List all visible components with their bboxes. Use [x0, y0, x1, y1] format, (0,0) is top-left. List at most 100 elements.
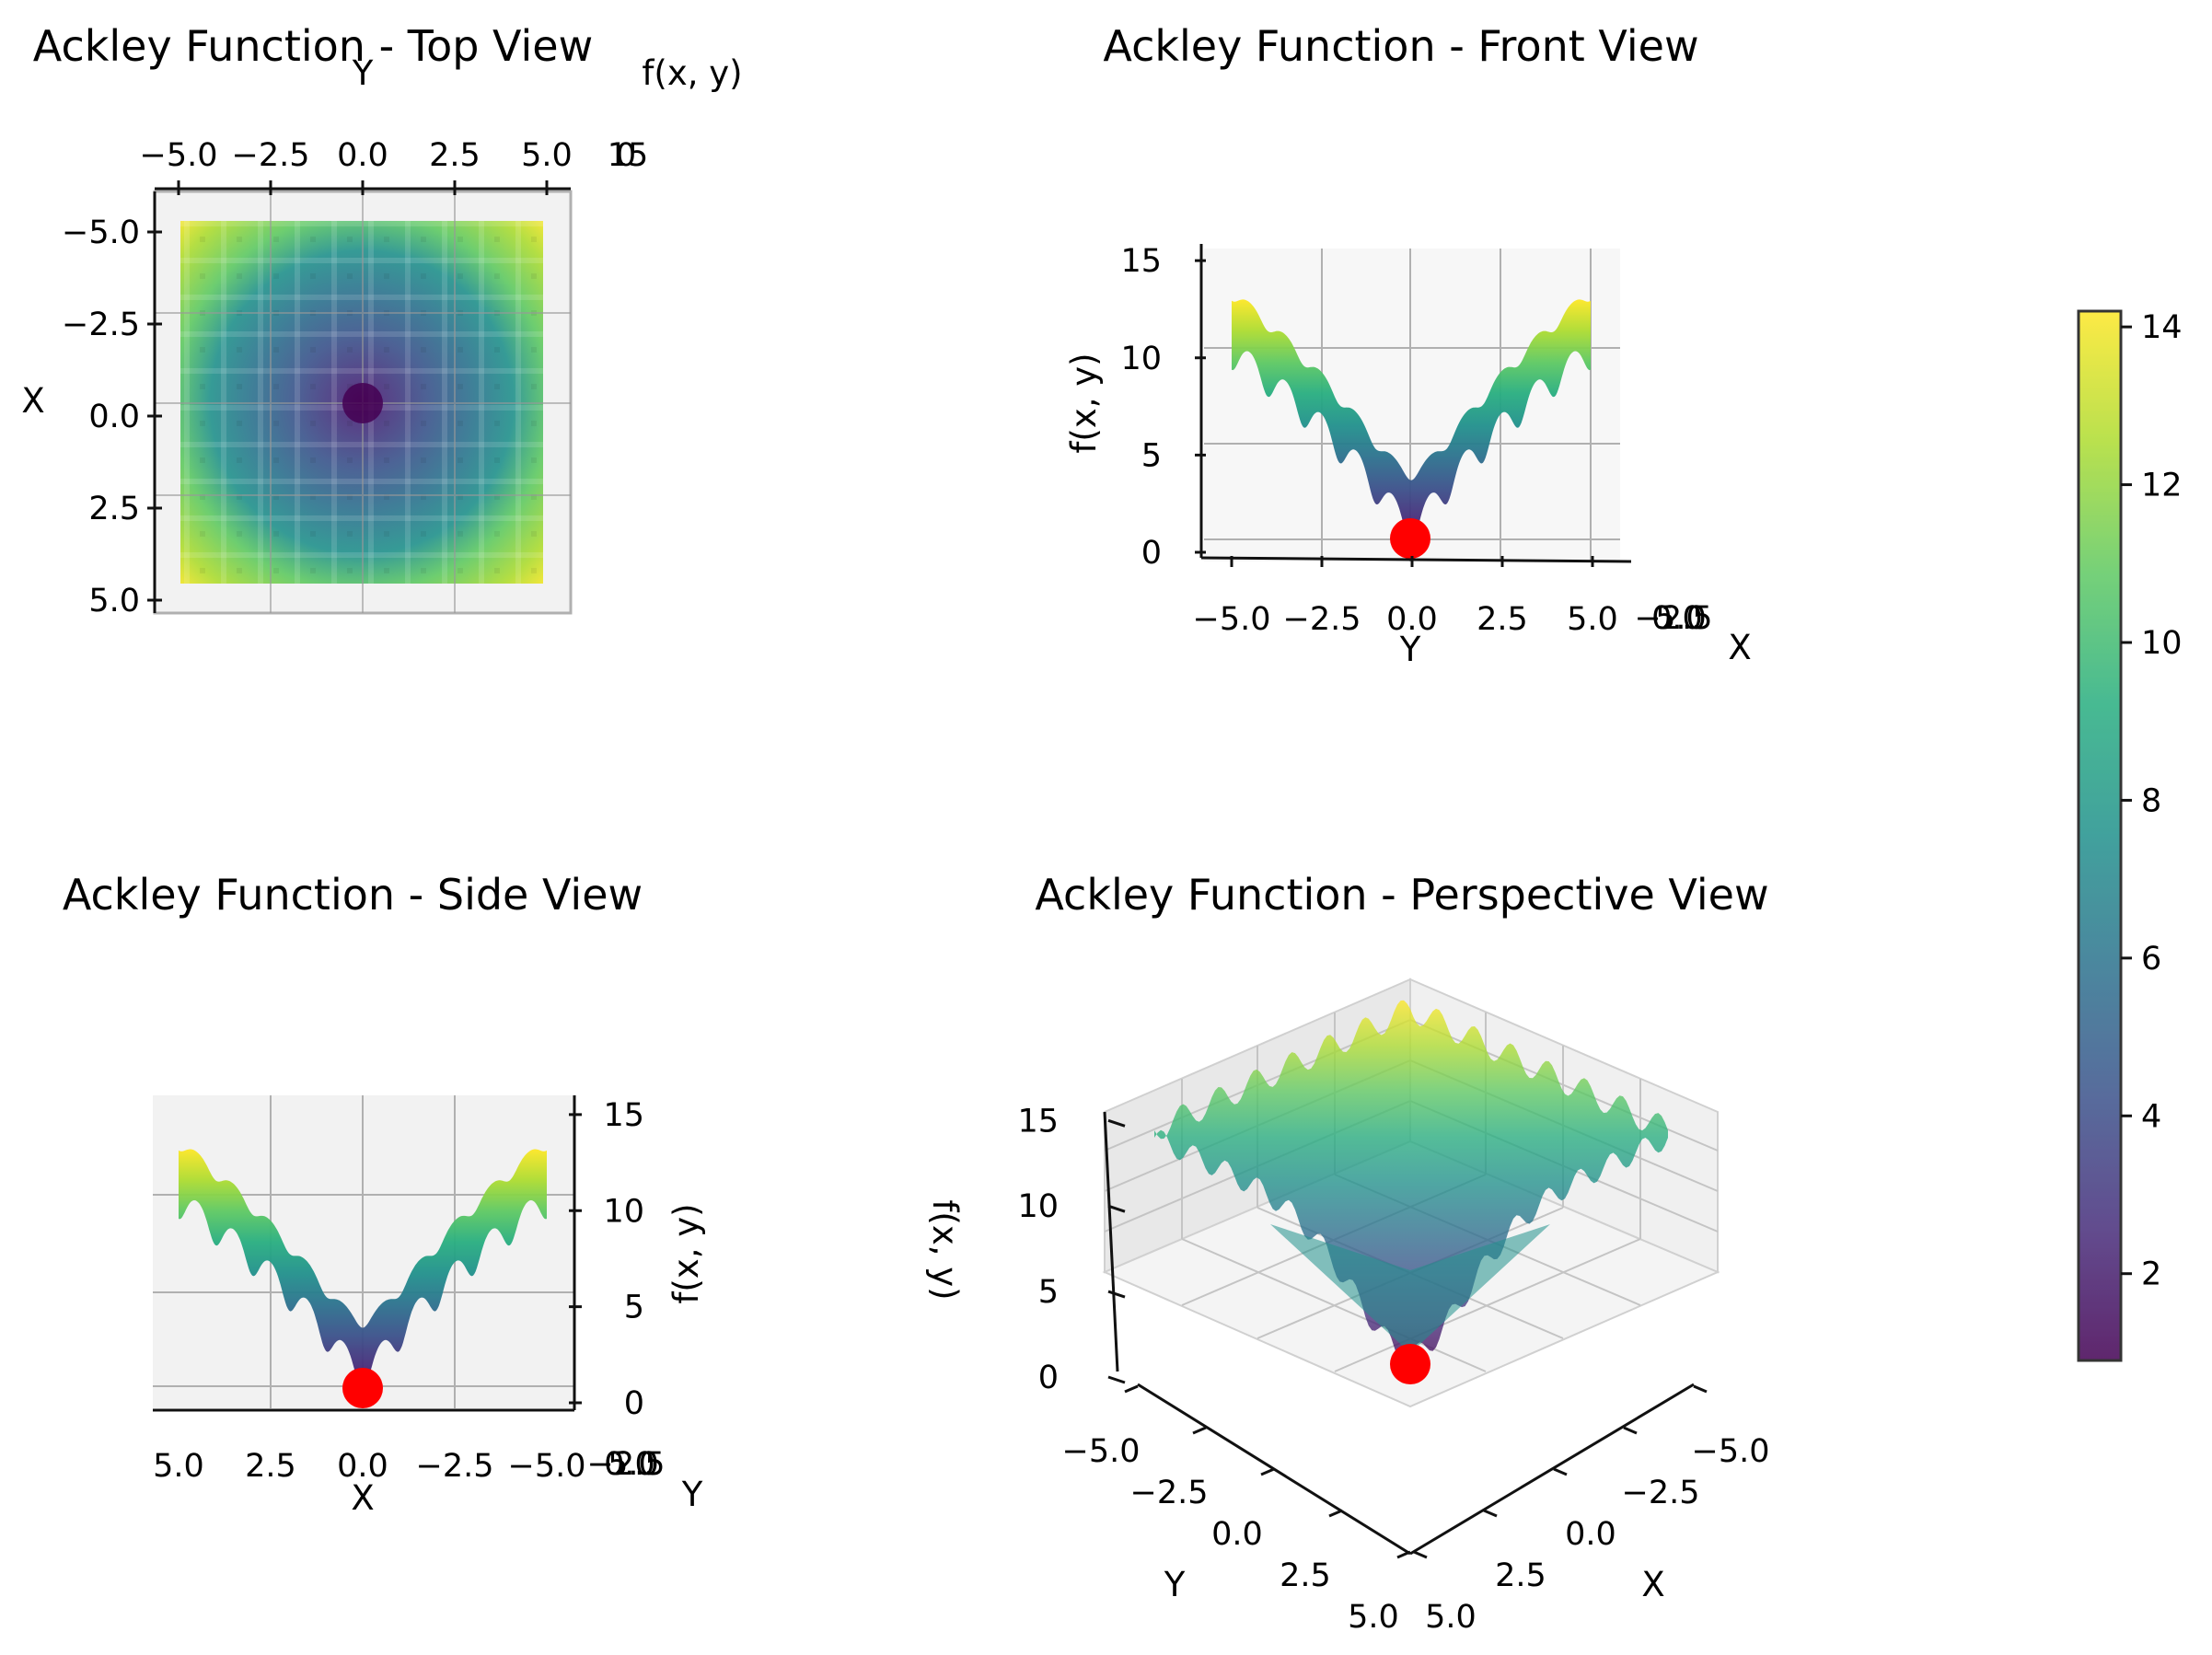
tick-label: 5.0 — [1425, 1599, 1477, 1636]
surface-profile — [1232, 299, 1591, 550]
tick-label: −5.0 — [1062, 1433, 1141, 1470]
colorbar-tick-label: 14 — [2141, 309, 2183, 346]
axis-label-z: f(x, y) — [1064, 353, 1104, 453]
tick-mark — [1192, 1426, 1207, 1435]
tick-label: −2.5 — [1130, 1475, 1209, 1511]
tick-mark — [1260, 1467, 1275, 1476]
tick-label: 0.0 — [337, 1448, 388, 1485]
colorbar: 2 4 6 8 10 12 14 — [2077, 309, 2183, 1362]
tick-mark — [1107, 1204, 1126, 1213]
panel-title: Ackley Function - Front View — [1103, 21, 1698, 71]
tick-label: 2.5 — [245, 1448, 296, 1485]
panel-side-view: Ackley Function - Side View 5.0 2.5 0.0 −2.… — [63, 870, 706, 1518]
tick-mark — [1483, 1509, 1498, 1518]
tick-label: 10 — [1120, 341, 1162, 377]
z-axis-ticks: 0 5 10 15 — [569, 1097, 644, 1422]
minimum-marker — [342, 1368, 383, 1408]
colorbar-ticks: 2 4 6 8 10 12 14 — [2121, 309, 2183, 1293]
tick-label: 2.5 — [1280, 1557, 1331, 1594]
tick-mark — [1553, 1467, 1568, 1476]
axis-label-z: f(x, y) — [925, 1199, 965, 1300]
depth-tick-label: 5.0 — [1655, 600, 1707, 637]
x-axis-ticks: −5.0 −2.5 0.0 2.5 5.0 — [62, 214, 162, 619]
y-axis-ticks: −5.0 −2.5 0.0 2.5 5.0 — [1193, 556, 1618, 638]
tick-label: −5.0 — [1193, 601, 1271, 638]
y-axis-ticks: −5.0 −2.50.0 2.5 5.0 — [1062, 1384, 1411, 1636]
colorbar-tick-label: 8 — [2141, 782, 2161, 819]
depth-tick-label: 0.0 — [1651, 600, 1703, 637]
tick-label: −2.5 — [232, 137, 310, 174]
colorbar-tick-label: 4 — [2141, 1098, 2161, 1135]
colorbar-tick-label: 6 — [2141, 941, 2161, 978]
tick-label: 15 — [1120, 243, 1162, 280]
tick-label: −2.5 — [62, 307, 140, 343]
y-axis-ticks: −5.0 −2.5 0.0 2.5 5.0 — [140, 137, 573, 195]
axis-label-y: Y — [681, 1475, 703, 1514]
axis-label-x: X — [1728, 628, 1751, 667]
minimum-marker — [1390, 518, 1430, 559]
tick-label: −2.5 — [1622, 1475, 1700, 1511]
panel-front-view: Ackley Function - Front View −5.0 −2.5 0.0… — [1064, 21, 1752, 669]
tick-label: 5 — [1038, 1274, 1059, 1311]
colorbar-tick-label: 10 — [2141, 625, 2183, 662]
axis-label-x: X — [351, 1478, 374, 1518]
tick-label: −5.0 — [62, 214, 140, 251]
x-axis-ticks: 5.0 2.5 0.0 −2.5 −5.0 — [153, 1448, 585, 1485]
z-tick-label: 15 — [608, 137, 649, 174]
tick-label: 2.5 — [1477, 601, 1528, 638]
panel-title: Ackley Function - Top View — [33, 21, 593, 71]
tick-label: −5.0 — [1692, 1433, 1770, 1470]
tick-label: −5.0 — [508, 1448, 586, 1485]
tick-label: 0 — [624, 1385, 644, 1422]
minimum-marker — [342, 383, 383, 423]
tick-label: 5.0 — [88, 583, 140, 619]
tick-label: 0 — [1141, 535, 1162, 572]
axis-label-y: Y — [352, 53, 374, 93]
panel-title: Ackley Function - Side View — [63, 870, 643, 920]
tick-mark — [1396, 1550, 1411, 1559]
z-tick-label: 0 — [616, 137, 636, 174]
tick-label: 5.0 — [1348, 1599, 1399, 1636]
axis-label-x: X — [21, 381, 44, 421]
tick-label: 5.0 — [1567, 601, 1618, 638]
tick-label: 2.5 — [429, 137, 481, 174]
colorbar-tick-label: 2 — [2141, 1256, 2161, 1293]
tick-label: −2.5 — [416, 1448, 494, 1485]
tick-label: 0.0 — [1565, 1516, 1616, 1553]
minimum-marker — [1390, 1344, 1430, 1384]
tick-label: −2.5 — [1283, 601, 1361, 638]
depth-tick-label: 0.0 — [604, 1446, 655, 1483]
axis-label-y: Y — [1164, 1565, 1186, 1604]
grid-lines — [153, 1095, 574, 1408]
colorbar-gradient — [2077, 309, 2123, 1362]
tick-mark — [1693, 1384, 1708, 1394]
tick-mark — [1107, 1118, 1126, 1128]
tick-label: 5.0 — [521, 137, 573, 174]
axis-label-z: f(x, y) — [666, 1203, 706, 1303]
depth-tick-label: −2.5 — [1635, 600, 1713, 637]
panel-title: Ackley Function - Perspective View — [1035, 870, 1768, 920]
tick-label: 5.0 — [153, 1448, 204, 1485]
z-axis-ticks: 0 5 10 15 — [1120, 243, 1206, 572]
tick-label: 0.0 — [88, 399, 140, 435]
depth-tick-label: −2.5 — [587, 1446, 666, 1483]
surface-front-fold — [1270, 1224, 1550, 1353]
z-axis-ticks: 0 5 10 15 — [1017, 1103, 1126, 1396]
tick-label: 2.5 — [88, 491, 140, 527]
tick-label: 10 — [603, 1193, 644, 1230]
depth-tick-label: 5.0 — [608, 1446, 659, 1483]
tick-label: −5.0 — [140, 137, 218, 174]
panel-perspective-view: Ackley Function - Perspective View 0 5 10 1… — [925, 870, 1770, 1636]
tick-label: 0.0 — [337, 137, 388, 174]
axis-label-x: X — [1641, 1565, 1664, 1604]
tick-label: 0.0 — [1211, 1516, 1263, 1553]
axis-label-y: Y — [1399, 630, 1421, 669]
tick-mark — [1328, 1509, 1343, 1518]
tick-mark — [1623, 1426, 1638, 1435]
tick-mark — [1107, 1290, 1126, 1299]
axis-label-z: f(x, y) — [642, 53, 742, 93]
tick-label: 5 — [624, 1290, 644, 1326]
tick-label: 0.0 — [1386, 601, 1438, 638]
tick-label: 15 — [1017, 1103, 1059, 1140]
